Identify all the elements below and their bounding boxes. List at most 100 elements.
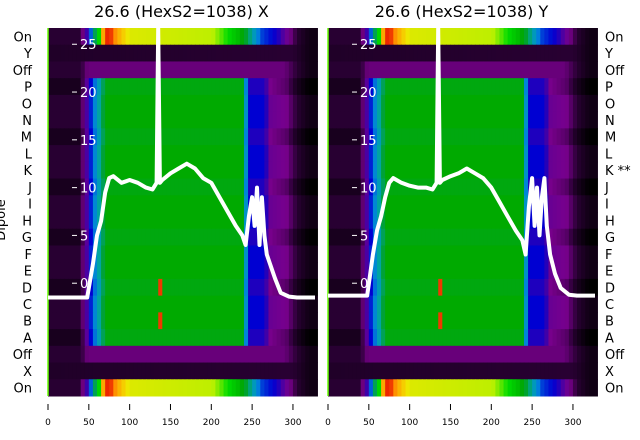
heatmap-cell [166, 228, 171, 246]
heatmap-cell [581, 44, 586, 62]
heatmap-cell [589, 161, 594, 180]
heatmap-cell [421, 78, 427, 96]
heatmap-cell [52, 61, 57, 79]
heatmap-cell [446, 345, 451, 364]
heatmap-cell [117, 245, 122, 263]
heatmap-cell [556, 44, 562, 62]
heatmap-cell [256, 128, 261, 146]
heatmap-cell [540, 312, 545, 330]
heatmap-cell [372, 295, 378, 313]
heatmap-cell [564, 44, 570, 62]
heatmap-cell [272, 362, 278, 380]
heatmap-cell [540, 161, 545, 180]
heatmap-cell [64, 145, 69, 163]
heatmap-cell [593, 44, 598, 62]
heatmap-cell [536, 78, 541, 96]
row-label: P [605, 81, 613, 96]
heatmap-cell [182, 195, 188, 213]
heatmap-cell [223, 145, 229, 163]
heatmap-cell [252, 161, 257, 180]
heatmap-cell [129, 212, 135, 230]
heatmap-cell [532, 44, 537, 62]
heatmap-cell [219, 245, 225, 263]
heatmap-cell [372, 128, 378, 146]
heatmap-cell [56, 345, 61, 364]
heatmap-cell [207, 61, 212, 79]
heatmap-cell [256, 78, 261, 96]
heatmap-cell [105, 262, 110, 280]
heatmap-cell [344, 312, 349, 330]
heatmap-cell [109, 145, 114, 163]
heatmap-cell [80, 245, 86, 263]
heatmap-cell [442, 111, 447, 129]
heatmap-cell [495, 128, 500, 146]
heatmap-cell [211, 329, 216, 347]
heatmap-cell [80, 161, 86, 180]
heatmap-cell [372, 362, 378, 380]
heatmap-cell [92, 329, 98, 347]
heatmap-cell [243, 94, 249, 113]
heatmap-cell [515, 312, 521, 330]
heatmap-cell [145, 295, 151, 313]
heatmap-cell [84, 362, 90, 380]
heatmap-cell [368, 78, 374, 96]
heatmap-cell [223, 362, 229, 380]
heatmap-cell [203, 195, 208, 213]
heatmap-cell [577, 44, 582, 62]
heatmap-cell [305, 262, 310, 280]
heatmap-cell [421, 128, 427, 146]
heatmap-cell [248, 161, 253, 180]
heatmap-cell [96, 195, 102, 213]
heatmap-cell [288, 44, 294, 62]
heatmap-cell [219, 94, 225, 113]
heatmap-cell [495, 312, 500, 330]
heatmap-cell [413, 78, 419, 96]
heatmap-cell [174, 245, 180, 263]
heatmap-cell [585, 245, 590, 263]
heatmap-cell [401, 195, 407, 213]
heatmap-cell [593, 312, 598, 330]
heatmap-cell [328, 228, 333, 246]
heatmap-cell [503, 278, 509, 297]
heatmap-cell [581, 362, 586, 380]
heatmap-cell [585, 111, 590, 129]
heatmap-cell [474, 28, 480, 46]
heatmap-cell [568, 295, 574, 313]
heatmap-cell [593, 345, 598, 364]
heatmap-cell [454, 161, 460, 180]
heatmap-cell [483, 94, 488, 113]
heatmap-cell [328, 145, 333, 163]
heatmap-cell [438, 178, 443, 196]
heatmap-cell [141, 312, 147, 330]
heatmap-cell [207, 28, 212, 46]
heatmap-cell [56, 362, 61, 380]
heatmap-cell [121, 44, 127, 62]
heatmap-cell [190, 44, 196, 62]
heatmap-cell [52, 262, 57, 280]
heatmap-cell [393, 245, 398, 263]
heatmap-cell [564, 195, 570, 213]
heatmap-cell [48, 212, 53, 230]
heatmap-cell [170, 94, 176, 113]
heatmap-cell [417, 362, 423, 380]
heatmap-cell [223, 78, 229, 96]
heatmap-cell [479, 212, 484, 230]
heatmap-cell [536, 28, 541, 46]
heatmap-cell [515, 61, 521, 79]
heatmap-cell [280, 195, 286, 213]
heatmap-cell [109, 228, 114, 246]
heatmap-cell [495, 78, 500, 96]
heatmap-cell [581, 262, 586, 280]
heatmap-cell [585, 329, 590, 347]
heatmap-cell [581, 345, 586, 364]
heatmap-cell [56, 44, 61, 62]
heatmap-cell [186, 78, 192, 96]
heatmap-cell [593, 78, 598, 96]
heatmap-cell [166, 295, 171, 313]
heatmap-cell [442, 295, 447, 313]
heatmap-cell [413, 362, 419, 380]
heatmap-cell [454, 145, 460, 163]
heatmap-cell [252, 28, 257, 46]
heatmap-cell [397, 78, 402, 96]
